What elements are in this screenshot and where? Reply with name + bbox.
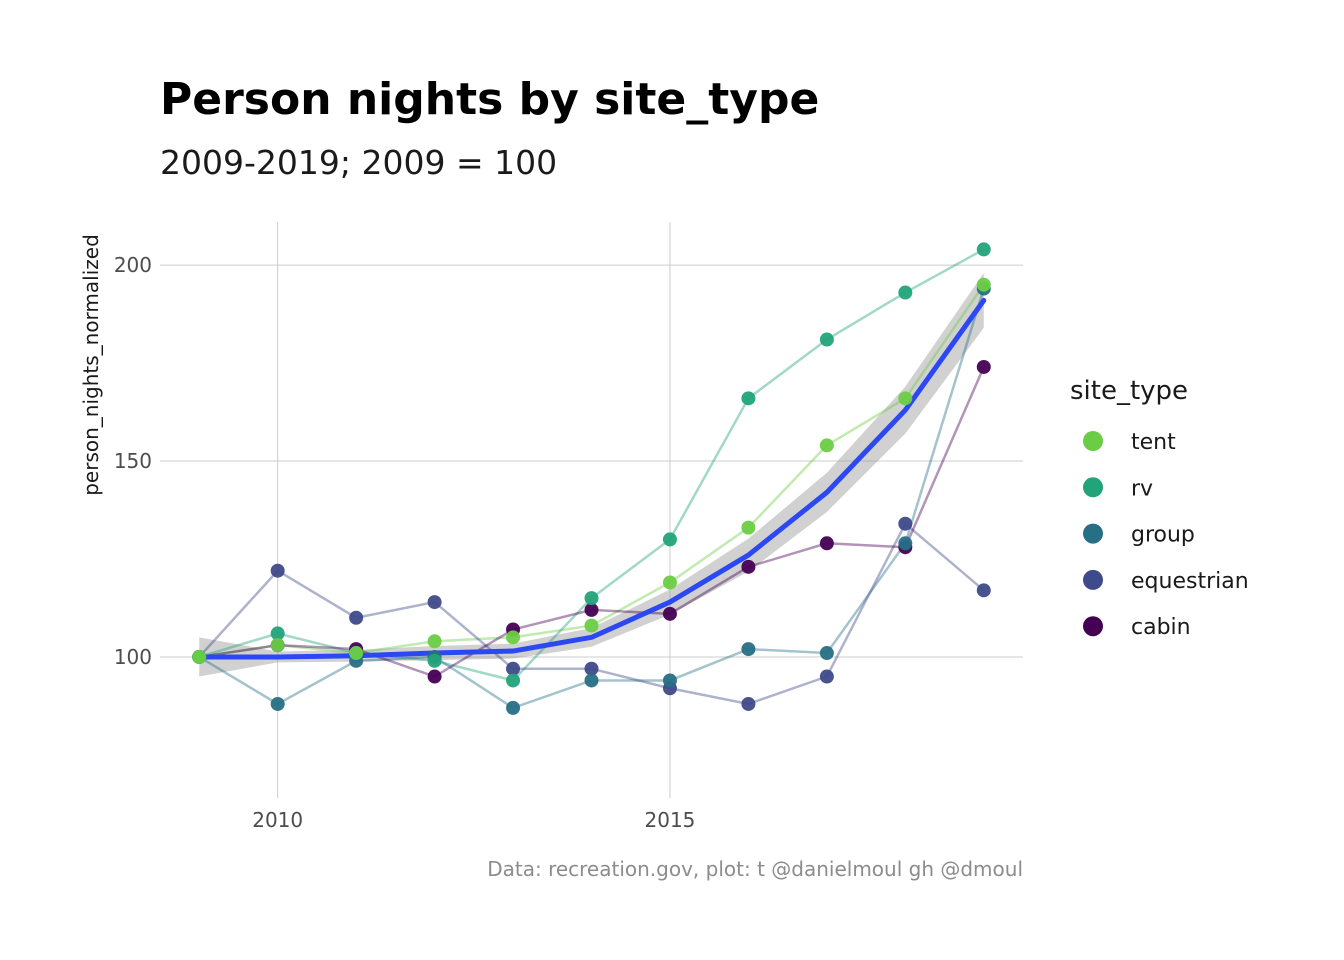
legend-title: site_type (1070, 376, 1188, 406)
point-tent (427, 634, 442, 649)
chart-title: Person nights by site_type (160, 74, 819, 125)
point-equestrian (819, 669, 834, 684)
point-rv (427, 653, 442, 668)
y-axis-ticks: 100 150 200 (114, 253, 152, 669)
point-tent (584, 618, 599, 633)
caption: Data: recreation.gov, plot: t @danielmou… (487, 857, 1023, 881)
smooth-line (196, 297, 987, 660)
point-group (270, 696, 285, 711)
point-rv (741, 391, 756, 406)
point-group (819, 646, 834, 661)
point-tent (192, 649, 207, 664)
point-cabin (584, 602, 599, 617)
legend-label-tent: tent (1131, 430, 1176, 455)
point-tent (270, 638, 285, 653)
y-tick-label: 200 (114, 253, 152, 277)
legend-key-cabin (1083, 616, 1103, 637)
point-equestrian (506, 661, 521, 676)
legend-key-rv (1083, 477, 1103, 498)
x-tick-label: 2010 (252, 808, 303, 832)
y-axis-title: person_nights_normalized (79, 234, 103, 496)
point-rv (898, 285, 913, 300)
point-rv (662, 532, 677, 547)
legend-label-equestrian: equestrian (1131, 569, 1249, 594)
point-equestrian (427, 595, 442, 610)
x-axis-ticks: 2010 2015 (252, 808, 695, 832)
smooth-band (199, 272, 984, 677)
point-group (662, 673, 677, 688)
point-equestrian (976, 583, 991, 598)
point-rv (506, 673, 521, 688)
point-group (898, 536, 913, 551)
x-tick-label: 2015 (645, 808, 696, 832)
point-rv (584, 591, 599, 606)
point-rv (976, 242, 991, 257)
legend-label-cabin: cabin (1131, 615, 1191, 640)
point-equestrian (898, 516, 913, 531)
legend-label-rv: rv (1131, 476, 1153, 501)
point-cabin (819, 536, 834, 551)
point-equestrian (741, 696, 756, 711)
point-group (741, 642, 756, 657)
point-cabin (976, 359, 991, 374)
point-equestrian (349, 610, 364, 625)
y-tick-label: 100 (114, 645, 152, 669)
point-equestrian (270, 563, 285, 578)
point-group (506, 700, 521, 715)
legend-key-equestrian (1083, 569, 1103, 590)
y-tick-label: 150 (114, 449, 152, 473)
point-cabin (662, 606, 677, 621)
point-rv (819, 332, 834, 347)
point-tent (349, 646, 364, 661)
series-points (192, 242, 991, 715)
smooth-trend-line (196, 297, 987, 660)
point-cabin (741, 559, 756, 574)
legend-key-tent (1083, 431, 1103, 451)
point-rv (270, 626, 285, 641)
legend-label-group: group (1131, 523, 1195, 548)
legend-key-group (1083, 523, 1103, 544)
point-group (584, 673, 599, 688)
point-tent (662, 575, 677, 590)
point-tent (976, 277, 991, 292)
point-tent (819, 438, 834, 453)
legend: site_type tent rv group equestrian cabin (1070, 376, 1249, 640)
chart-subtitle: 2009-2019; 2009 = 100 (160, 143, 557, 182)
point-tent (898, 391, 913, 406)
smooth-confidence-band (199, 272, 984, 677)
point-cabin (427, 669, 442, 684)
point-equestrian (584, 661, 599, 676)
point-tent (506, 630, 521, 645)
point-tent (741, 520, 756, 535)
grid (160, 222, 1023, 798)
